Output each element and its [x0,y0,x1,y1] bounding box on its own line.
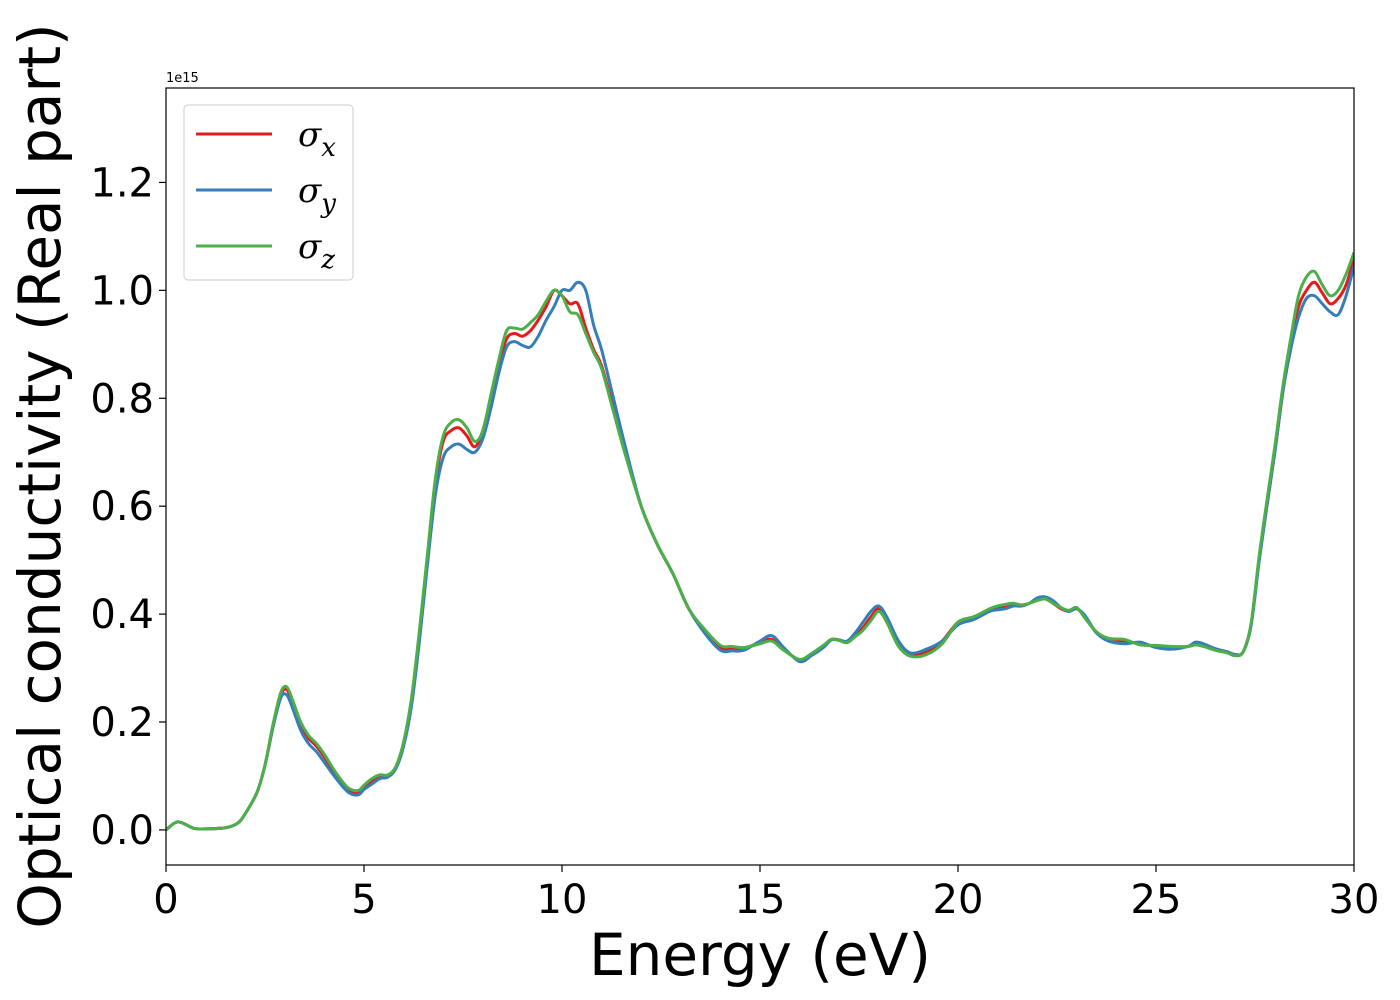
legend-symbol: σ [298,171,322,211]
y-tick-label: 0.2 [90,700,154,746]
legend-subscript: z [320,245,335,275]
x-axis-ticks: 0 5 10 15 20 25 30 [153,865,1379,923]
legend-label-sigma-x: σx [298,115,336,163]
legend-label-sigma-y: σy [298,171,336,219]
plot-background [166,88,1354,865]
x-tick-label: 5 [351,877,376,923]
legend-subscript: y [320,189,336,219]
x-tick-label: 30 [1329,877,1380,923]
x-tick-label: 20 [933,877,984,923]
y-axis-title: Optical conductivity (Real part) [6,23,74,928]
y-tick-label: 0.6 [90,484,154,530]
y-tick-label: 0.8 [90,376,154,422]
legend-box [183,104,354,281]
y-axis-ticks: 0.0 0.2 0.4 0.6 0.8 1.0 1.2 [90,160,166,854]
series-line-sigma-z [166,252,1354,832]
series-layer [166,252,1354,832]
legend-label-sigma-z: σz [298,227,335,275]
x-tick-label: 10 [537,877,588,923]
legend-symbol: σ [298,227,322,267]
y-tick-label: 0.4 [90,592,154,638]
x-axis-title: Energy (eV) [589,921,931,989]
x-tick-label: 15 [735,877,786,923]
y-tick-label: 0.0 [90,808,154,854]
y-tick-label: 1.2 [90,160,154,206]
legend-subscript: x [321,133,336,163]
y-offset-label: 1e15 [166,71,199,86]
x-tick-label: 0 [153,877,178,923]
x-tick-label: 25 [1131,877,1182,923]
y-tick-label: 1.0 [90,268,154,314]
legend-symbol: σ [298,115,322,155]
